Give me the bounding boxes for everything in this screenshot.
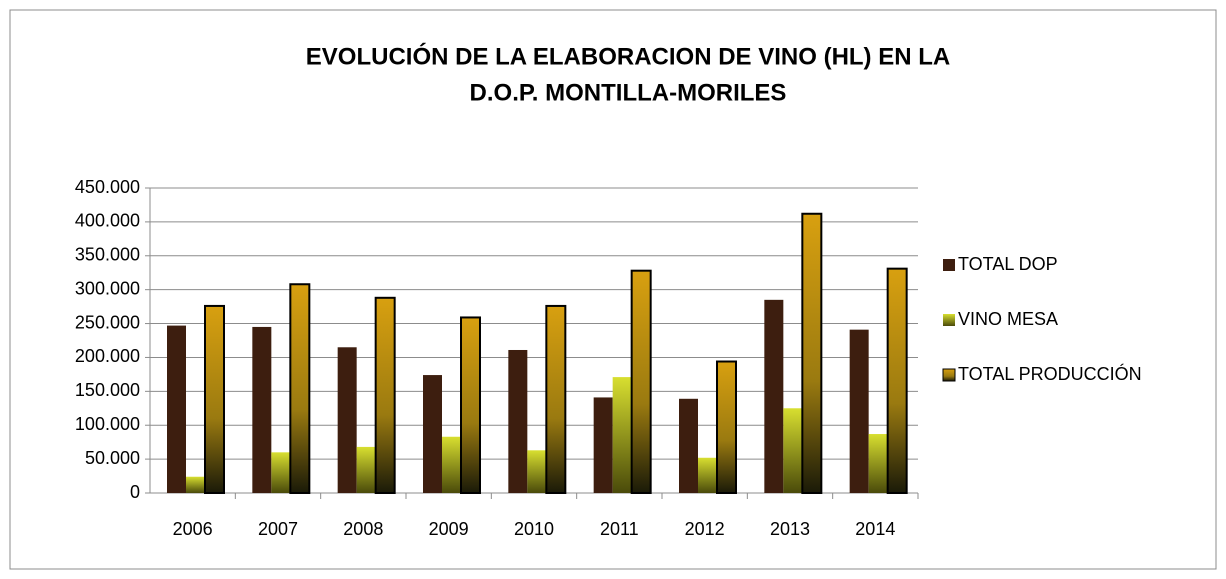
legend-swatch — [942, 368, 956, 382]
bar — [716, 360, 737, 494]
bar — [423, 375, 442, 493]
y-tick-label: 300.000 — [75, 278, 140, 298]
y-tick-label: 100.000 — [75, 414, 140, 434]
bar — [849, 329, 869, 493]
legend-swatch — [943, 259, 955, 271]
legend-label: TOTAL PRODUCCIÓN — [958, 363, 1142, 384]
bar — [630, 269, 652, 495]
bar — [508, 349, 528, 493]
y-tick-label: 200.000 — [75, 346, 140, 366]
bar — [204, 304, 225, 494]
y-tick-label: 350.000 — [75, 245, 140, 265]
bar — [527, 450, 547, 493]
y-tick-label: 250.000 — [75, 312, 140, 332]
bar — [167, 325, 186, 493]
legend-label: VINO MESA — [958, 309, 1058, 329]
bar — [764, 299, 784, 493]
y-tick-label: 50.000 — [85, 448, 140, 468]
y-tick-label: 150.000 — [75, 380, 140, 400]
bar — [442, 436, 461, 493]
legend-swatch — [943, 314, 955, 326]
bar — [337, 347, 357, 493]
x-tick-label: 2014 — [855, 519, 895, 539]
y-tick-label: 0 — [130, 482, 140, 502]
x-tick-label: 2007 — [258, 519, 298, 539]
bar — [186, 476, 205, 493]
bar — [593, 397, 613, 493]
bar — [271, 452, 291, 493]
legend-label: TOTAL DOP — [958, 254, 1058, 274]
x-tick-label: 2010 — [514, 519, 554, 539]
x-tick-label: 2008 — [343, 519, 383, 539]
bar — [868, 434, 888, 493]
bar — [698, 457, 717, 493]
bar — [252, 326, 272, 493]
bar — [801, 212, 823, 494]
y-tick-label: 400.000 — [75, 211, 140, 231]
x-tick-label: 2011 — [600, 519, 639, 539]
y-tick-label: 450.000 — [75, 177, 140, 197]
x-tick-label: 2012 — [685, 519, 725, 539]
bar — [783, 408, 803, 493]
bar — [886, 267, 908, 494]
bar — [289, 283, 311, 494]
bar — [679, 398, 698, 493]
x-tick-label: 2006 — [173, 519, 213, 539]
bar — [612, 377, 632, 493]
x-tick-label: 2013 — [770, 519, 810, 539]
bar — [545, 304, 567, 494]
x-tick-label: 2009 — [429, 519, 469, 539]
chart-title: EVOLUCIÓN DE LA ELABORACION DE VINO (HL)… — [306, 42, 950, 70]
bar — [374, 296, 396, 494]
bar — [356, 446, 376, 493]
bar — [460, 316, 481, 495]
chart-title: D.O.P. MONTILLA-MORILES — [470, 79, 787, 106]
